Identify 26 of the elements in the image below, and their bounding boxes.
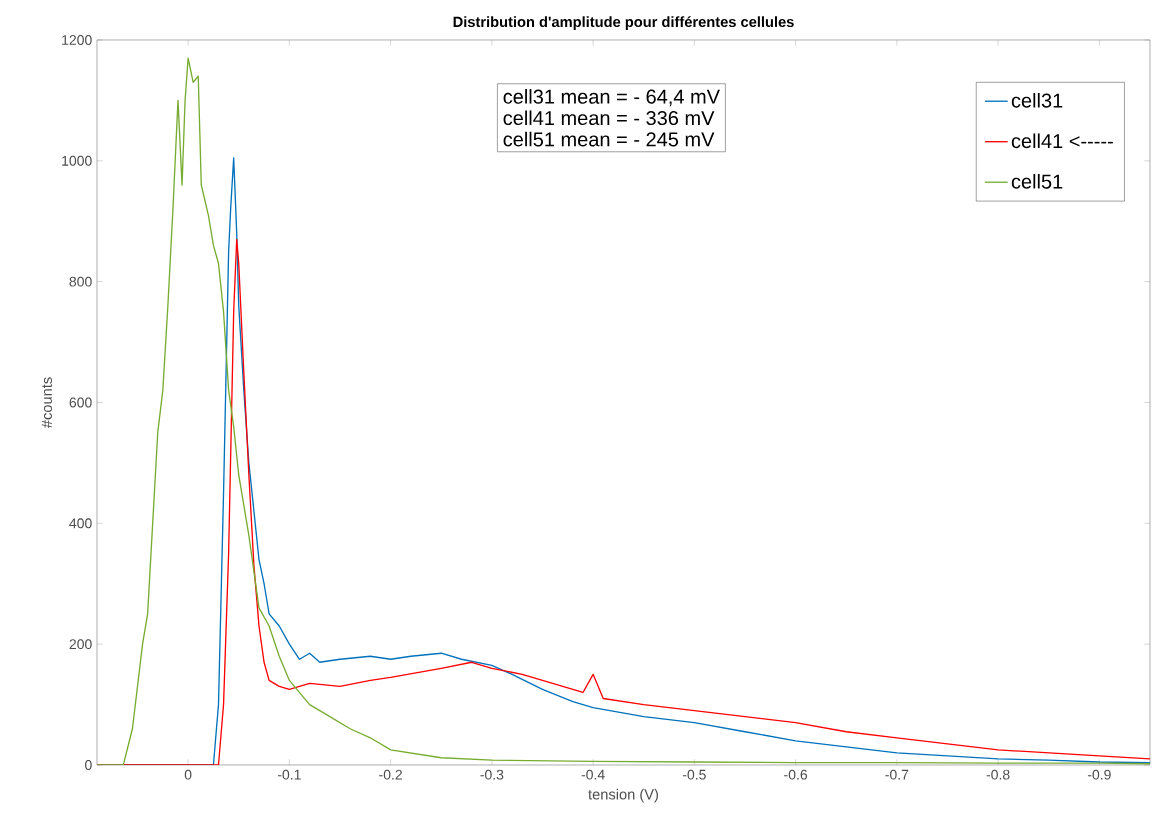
annotation: cell51 mean = - 245 mV: [503, 131, 715, 147]
x-tick-label: -0.1: [277, 769, 301, 780]
x-axis-title: tension (V): [588, 788, 659, 803]
x-tick-label: -0.7: [885, 769, 909, 780]
x-tick-label: -0.8: [986, 769, 1010, 780]
legend-label: cell31: [1011, 92, 1063, 108]
x-tick-label: -0.5: [682, 769, 706, 780]
y-tick-label: 600: [69, 397, 92, 408]
chart-title: Distribution d'amplitude pour différentes cellules: [453, 16, 794, 30]
x-tick-label: 0: [184, 769, 192, 780]
legend-label: cell41 <-----: [1011, 133, 1113, 149]
y-tick-label: 400: [69, 518, 92, 529]
y-tick-label: 1000: [62, 155, 92, 166]
x-tick-label: -0.9: [1087, 769, 1111, 780]
y-tick-label: 200: [69, 639, 92, 650]
y-tick-label: 0: [85, 760, 92, 770]
annotation: cell41 mean = - 336 mV: [503, 110, 715, 126]
x-tick-label: -0.2: [379, 769, 402, 780]
annotation: cell31 mean = - 64,4 mV: [503, 89, 720, 107]
x-tick-label: -0.4: [581, 769, 605, 780]
y-axis-title: #counts: [41, 377, 52, 429]
y-tick-label: 800: [69, 276, 92, 287]
legend-label: cell51: [1011, 173, 1063, 189]
y-tick-label: 1200: [62, 35, 92, 45]
x-tick-label: -0.6: [784, 769, 808, 780]
x-tick-label: -0.3: [480, 769, 504, 780]
